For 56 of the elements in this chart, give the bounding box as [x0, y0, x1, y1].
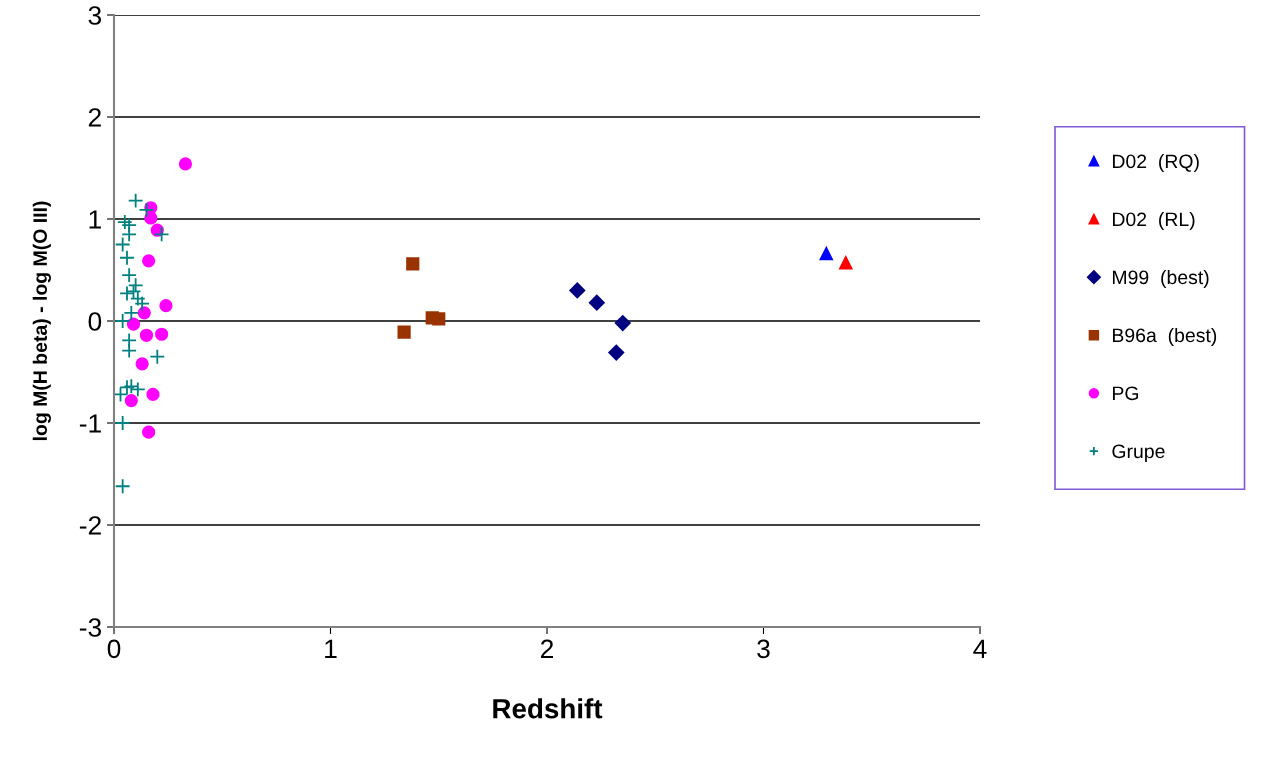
x-tick-label: 0: [107, 639, 121, 659]
x-tick-label: 4: [973, 639, 987, 658]
point: [153, 226, 170, 243]
point: [114, 415, 131, 431]
point: [125, 283, 142, 300]
y-tick-label: -2: [79, 516, 101, 535]
legend-label: B96a (best): [1112, 327, 1217, 347]
point: [134, 295, 150, 312]
point: [159, 299, 173, 313]
point: [116, 214, 133, 230]
point: [138, 201, 155, 218]
point: [114, 478, 131, 495]
point: [124, 393, 138, 408]
legend-label: M99 (best): [1112, 269, 1209, 289]
legend-label: D02 (RQ): [1112, 153, 1199, 173]
y-tick-label: 0: [88, 312, 102, 331]
legend-label: Grupe: [1112, 444, 1165, 463]
point: [588, 294, 605, 311]
y-tick-label: -1: [79, 414, 101, 433]
point: [608, 344, 625, 361]
point: [137, 306, 151, 320]
point: [142, 425, 156, 439]
point: [569, 282, 586, 299]
point: [121, 342, 138, 359]
y-tick-label: -3: [79, 618, 102, 637]
point: [839, 256, 853, 270]
point: [127, 192, 144, 209]
point: [129, 290, 146, 307]
point: [155, 327, 169, 341]
point: [178, 157, 193, 171]
point: [119, 249, 135, 266]
point: [149, 348, 166, 365]
y-axis-title: log M(H beta) - log M(O III): [32, 201, 51, 441]
point: [121, 267, 138, 283]
x-tick-label: 3: [757, 639, 770, 659]
y-tick-label: 1: [89, 210, 101, 229]
point: [144, 211, 158, 225]
y-tick-label: 2: [88, 108, 101, 127]
point: [129, 381, 146, 398]
x-tick-label: 2: [540, 639, 554, 658]
point: [135, 357, 149, 371]
point: [614, 315, 631, 331]
point: [432, 312, 446, 326]
legend-label: PG: [1112, 386, 1139, 401]
x-tick-label: 1: [325, 639, 337, 658]
point: [397, 325, 411, 339]
point: [126, 317, 141, 331]
point: [406, 257, 420, 271]
point: [146, 387, 160, 402]
point: [123, 378, 140, 395]
point: [142, 254, 156, 268]
legend-label: D02 (RL): [1112, 211, 1195, 231]
x-axis-title: Redshift: [493, 698, 603, 719]
y-tick-label: 3: [88, 6, 102, 25]
point: [819, 247, 833, 261]
point: [139, 328, 154, 342]
